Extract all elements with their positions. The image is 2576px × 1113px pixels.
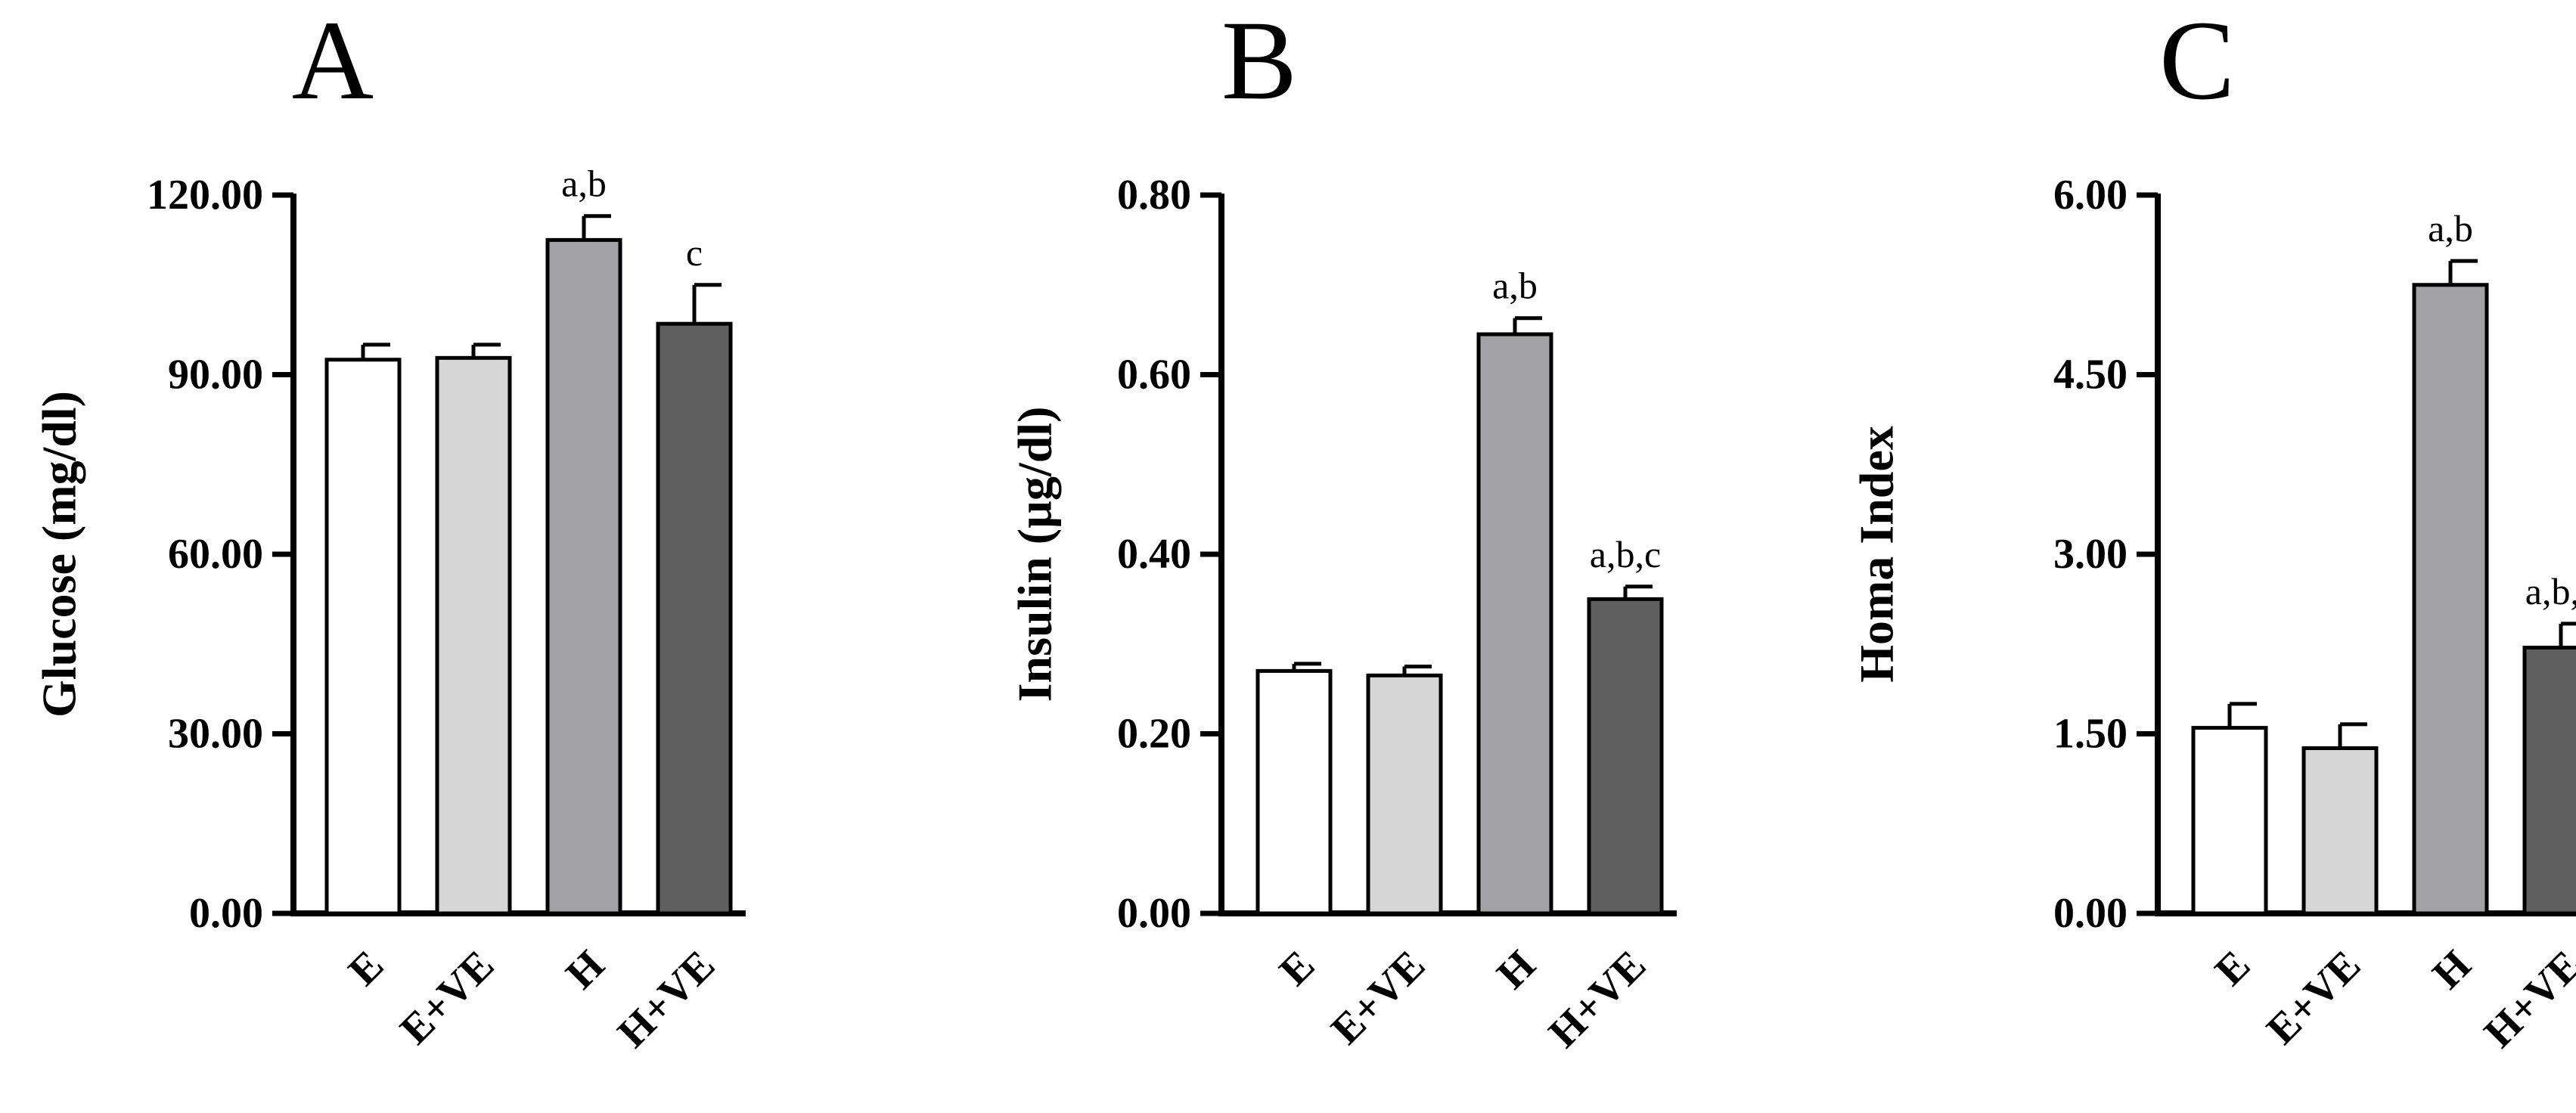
x-category-label: E+VE [391, 941, 503, 1053]
x-category-label: H+VE [609, 941, 724, 1056]
significance-label: a,b,c [1590, 533, 1661, 575]
significance-label: a,b,c [2525, 570, 2576, 612]
x-category-label: H [1488, 941, 1545, 998]
y-tick-label: 90.00 [168, 352, 263, 398]
y-axis-label: Insulin (µg/dl) [1008, 407, 1062, 702]
y-tick-label: 0.00 [1117, 890, 1191, 937]
y-tick-label: 0.00 [189, 890, 263, 937]
y-tick-label: 1.50 [2053, 711, 2128, 758]
y-tick-label: 4.50 [2053, 352, 2128, 398]
x-category-label: E [340, 941, 393, 994]
bar-h [2412, 283, 2489, 916]
x-category-label: H+VE [1540, 941, 1655, 1056]
bar-e-ve [2301, 746, 2379, 916]
y-tick-label: 60.00 [168, 531, 263, 578]
y-tick-label: 0.20 [1117, 711, 1191, 758]
x-category-label: E+VE [2258, 941, 2370, 1053]
x-category-label: E [2206, 941, 2259, 994]
x-category-label: H+VE [2475, 941, 2576, 1056]
y-tick-label: 120.00 [147, 172, 263, 219]
y-axis-label: Homa Index [1850, 426, 1904, 683]
bar-e-ve [1366, 673, 1443, 916]
significance-label: a,b [1492, 265, 1538, 307]
panel-letter: C [2159, 0, 2235, 123]
x-category-label: H [2424, 941, 2481, 998]
x-category-label: E [1271, 941, 1324, 994]
y-tick-label: 30.00 [168, 711, 263, 758]
bar-h-ve [656, 321, 733, 916]
bar-e [1255, 668, 1333, 916]
bar-e-ve [435, 355, 512, 916]
panel-a: A Glucose (mg/dl) 0.00 30.00 60.00 90.00 120.0… [33, 0, 746, 1057]
y-tick-label: 6.00 [2053, 172, 2128, 219]
panel-letter: A [292, 0, 374, 123]
y-tick-label: 0.00 [2053, 890, 2128, 937]
panel-b: B Insulin (µg/dl) 0.00 0.20 0.40 0.60 0.80 EE+V… [1008, 0, 1677, 1057]
bar-e [324, 358, 402, 916]
significance-label: a,b [2428, 207, 2473, 250]
y-tick-label: 0.40 [1117, 531, 1191, 578]
bar-h [545, 237, 622, 916]
x-category-label: H [557, 941, 614, 998]
bar-e [2191, 726, 2268, 916]
significance-label: a,b [561, 163, 607, 205]
y-axis-label: Glucose (mg/dl) [33, 391, 86, 718]
significance-label: c [686, 231, 703, 274]
y-tick-label: 0.80 [1117, 172, 1191, 219]
bar-h-ve [1587, 597, 1664, 916]
panel-c: C Homa Index 0.00 1.50 3.00 4.50 6.00 EE+VE a,b H… [1850, 0, 2576, 1057]
y-tick-label: 0.60 [1117, 352, 1191, 398]
x-category-label: E+VE [1322, 941, 1434, 1053]
bar-h-ve [2522, 646, 2576, 916]
y-tick-label: 3.00 [2053, 531, 2128, 578]
bar-h [1476, 332, 1553, 916]
panel-letter: B [1221, 0, 1297, 123]
